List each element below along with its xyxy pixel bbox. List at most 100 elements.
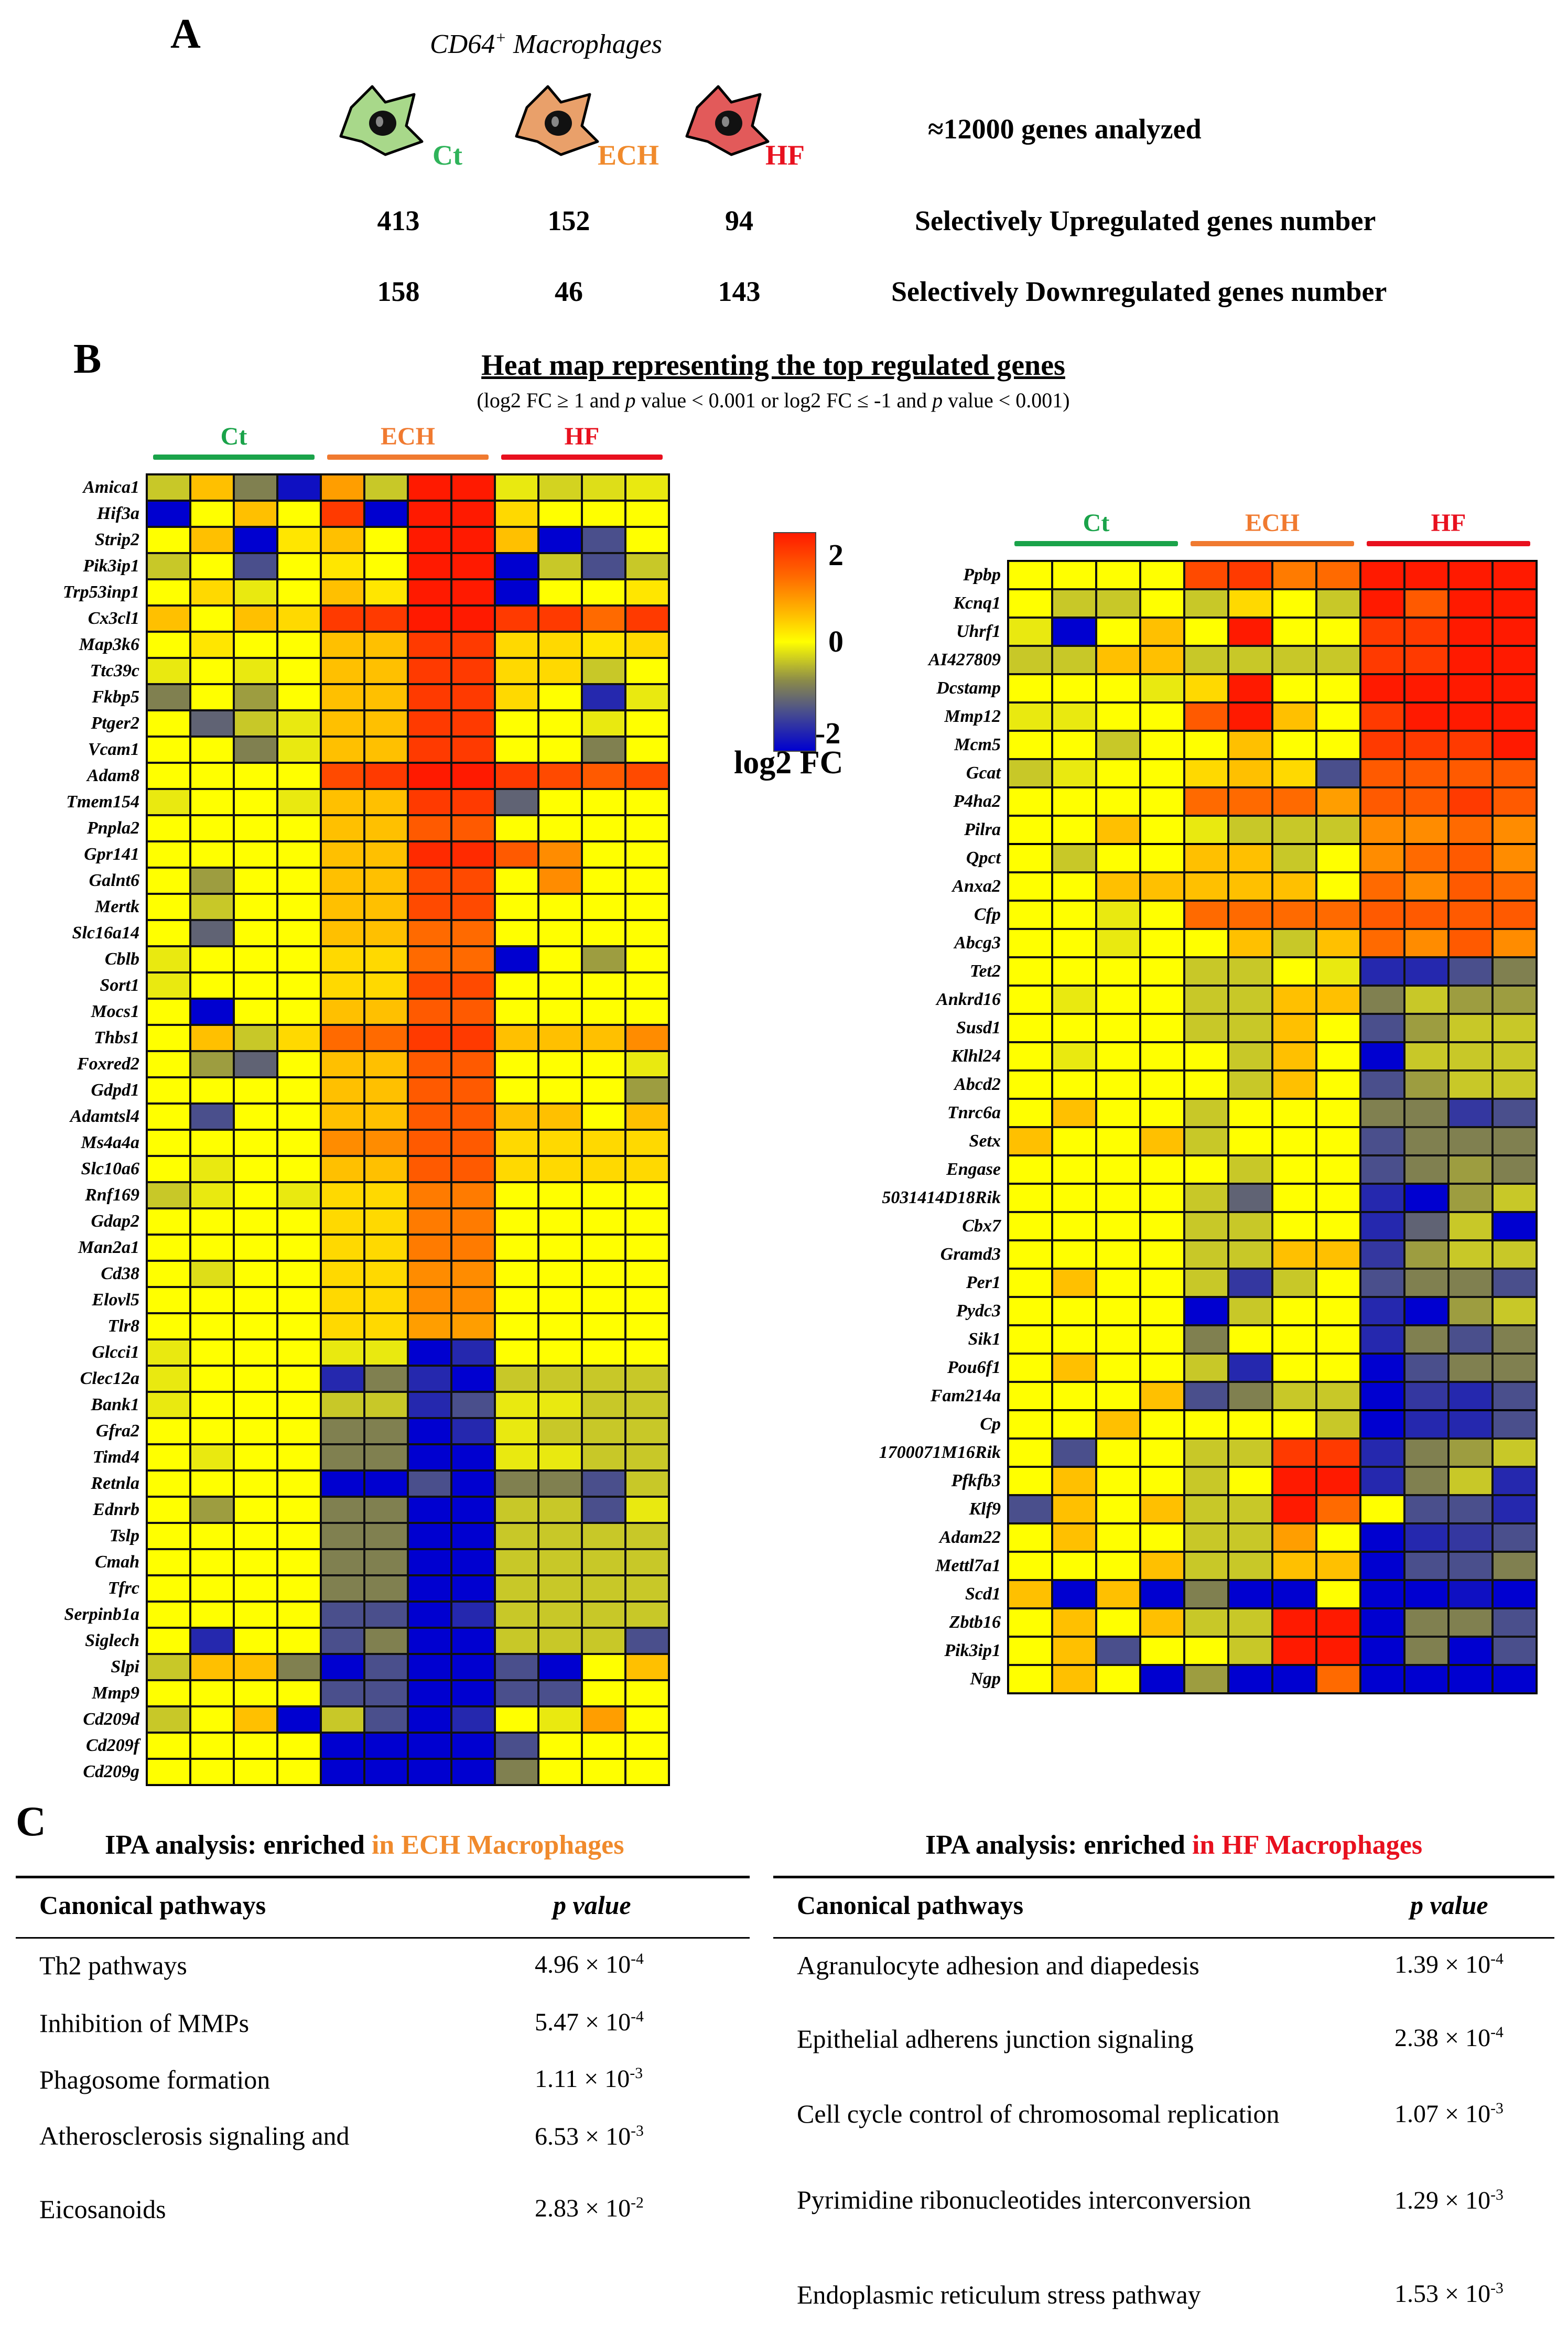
gene-label: Anxa2 [952, 877, 1001, 896]
heatmap-cell [277, 1025, 321, 1051]
heatmap-cell [495, 710, 538, 737]
heatmap-cell [1316, 1382, 1360, 1410]
heatmap-cell [1448, 646, 1493, 674]
ct-up-count: 413 [377, 205, 420, 236]
heatmap-cell [625, 1733, 669, 1759]
gene-label: Gramd3 [940, 1245, 1001, 1264]
heatmap-cell [408, 710, 451, 737]
heatmap-cell [147, 553, 190, 579]
heatmap-cell [451, 658, 495, 684]
heatmap-cell [625, 1497, 669, 1523]
ech-down-count: 46 [555, 276, 583, 307]
gene-label: Retnla [91, 1474, 139, 1493]
heatmap-cell [147, 1339, 190, 1366]
heatmap-cell [582, 815, 625, 841]
heatmap-cell [625, 737, 669, 763]
heatmap-cell [1316, 731, 1360, 759]
heatmap-cell [277, 946, 321, 972]
heatmap-cell [582, 658, 625, 684]
heatmap-cell [364, 920, 408, 946]
heatmap-cell [1272, 1269, 1316, 1297]
heatmap-cell [451, 1575, 495, 1602]
heatmap-cell [1008, 1155, 1052, 1184]
heatmap-cell [1404, 1297, 1448, 1325]
heatmap-cell [1052, 986, 1096, 1014]
heatmap-cell [538, 737, 582, 763]
gene-label: Cp [980, 1414, 1001, 1434]
heatmap-cell [1140, 1637, 1184, 1665]
heatmap-cell [1228, 1608, 1272, 1637]
heatmap-cell [408, 579, 451, 605]
heatmap-cell [1448, 1354, 1493, 1382]
heatmap-cell [495, 1549, 538, 1575]
heatmap-cell [147, 1575, 190, 1602]
heatmap-cell [1493, 1099, 1537, 1127]
heatmap-cell [147, 841, 190, 868]
heatmap-cell [1316, 759, 1360, 787]
heatmap-cell [451, 632, 495, 658]
gene-label: Adam22 [939, 1528, 1001, 1547]
pvalue-mantissa: 2.83 × 10 [535, 2194, 631, 2222]
heatmap-title: Heat map representing the top regulated … [481, 349, 1065, 382]
heatmap-cell [451, 527, 495, 553]
gene-label: Cd209f [86, 1736, 139, 1755]
genes-analyzed: ≈12000 genes analyzed [928, 113, 1202, 145]
heatmap-cell [495, 553, 538, 579]
heatmap-cell [1008, 1580, 1052, 1608]
heatmap-cell [625, 658, 669, 684]
heatmap-cell [1404, 1042, 1448, 1070]
heatmap-cell [364, 894, 408, 920]
heatmap-cell [364, 1680, 408, 1706]
heatmap-cell [451, 1628, 495, 1654]
heatmap-cell [147, 1444, 190, 1470]
heatmap-cell [277, 1759, 321, 1785]
gene-label: Engase [946, 1160, 1001, 1179]
heatmap-cell [1140, 844, 1184, 872]
heatmap-cell [1493, 1608, 1537, 1637]
heatmap-cell [1404, 1665, 1448, 1693]
heatmap-cell [1228, 844, 1272, 872]
heatmap-cell [190, 1759, 234, 1785]
gene-label: Man2a1 [78, 1238, 139, 1257]
heatmap-cell [495, 632, 538, 658]
heatmap-cell [147, 1182, 190, 1208]
heatmap-cell [1008, 1325, 1052, 1354]
heatmap-cell [1493, 1523, 1537, 1552]
heatmap-cell [1493, 1439, 1537, 1467]
heatmap-cell [1448, 1552, 1493, 1580]
heatmap-cell [538, 1339, 582, 1366]
heatmap-cell [1493, 1070, 1537, 1099]
pvalue-mantissa: 6.53 × 10 [535, 2123, 631, 2150]
heatmap-cell [1140, 1127, 1184, 1155]
heatmap-cell [408, 1235, 451, 1261]
heatmap-cell [364, 1261, 408, 1287]
heatmap-cell [538, 579, 582, 605]
heatmap-cell [1493, 1410, 1537, 1439]
pvalue-mantissa: 1.11 × 10 [535, 2065, 630, 2093]
heatmap-cell [190, 920, 234, 946]
heatmap-cell [1184, 1580, 1228, 1608]
heatmap-cell [147, 1392, 190, 1418]
heatmap-cell [234, 1444, 277, 1470]
heatmap-cell [147, 1418, 190, 1444]
heatmap-cell [190, 841, 234, 868]
heatmap-cell [582, 1470, 625, 1497]
heatmap-cell [1448, 1325, 1493, 1354]
heatmap-cell [408, 1208, 451, 1235]
heatmap-cell [147, 1759, 190, 1785]
heatmap-cell [408, 1497, 451, 1523]
row-separator [1008, 1409, 1537, 1411]
heatmap-cell [364, 1366, 408, 1392]
heatmap-cell [1272, 1014, 1316, 1042]
heatmap-cell [321, 1208, 364, 1235]
heatmap-cell [1448, 1637, 1493, 1665]
heatmap-cell [321, 1575, 364, 1602]
heatmap-cell [1272, 1070, 1316, 1099]
pvalue-exponent: -3 [630, 2064, 643, 2082]
hf-up-count: 94 [725, 205, 753, 236]
heatmap-cell [1448, 901, 1493, 929]
gene-label: Pik3ip1 [83, 556, 139, 576]
heatmap-cell [451, 1680, 495, 1706]
heatmap-cell [1360, 1070, 1404, 1099]
heatmap-cell [190, 605, 234, 632]
